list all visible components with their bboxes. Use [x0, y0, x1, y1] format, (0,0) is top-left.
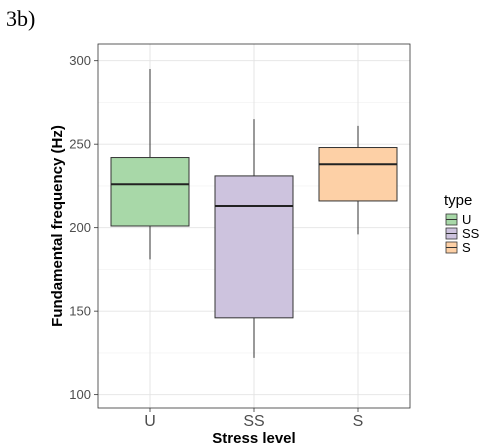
- box-iqr: [110, 157, 190, 227]
- legend-label: SS: [462, 226, 480, 241]
- legend-title: type: [444, 192, 472, 209]
- x-axis-title: Stress level: [212, 430, 295, 447]
- x-tick-label: S: [353, 413, 364, 430]
- box-layer: [110, 69, 398, 358]
- box-u: [110, 69, 190, 260]
- figure-label: 3b): [6, 6, 36, 31]
- x-tick-label: SS: [243, 413, 264, 430]
- y-tick-label: 150: [69, 304, 91, 319]
- x-axis-ticks: U SS S: [144, 408, 363, 430]
- y-tick-label: 200: [69, 220, 91, 235]
- box-iqr: [318, 147, 398, 202]
- legend-label: S: [462, 240, 471, 255]
- y-tick-label: 100: [69, 387, 91, 402]
- box-iqr: [214, 175, 294, 319]
- x-tick-label: U: [144, 413, 156, 430]
- box-s: [318, 125, 398, 235]
- legend-item-ss: SS: [445, 226, 480, 241]
- legend-item-s: S: [445, 240, 471, 255]
- y-tick-label: 250: [69, 137, 91, 152]
- box-ss: [214, 119, 294, 358]
- legend-label: U: [462, 212, 471, 227]
- y-tick-label: 300: [69, 53, 91, 68]
- y-axis-ticks: 100 150 200 250 300: [69, 53, 98, 402]
- y-axis-title: Fundamental frequency (Hz): [49, 125, 66, 327]
- legend-item-u: U: [445, 212, 471, 227]
